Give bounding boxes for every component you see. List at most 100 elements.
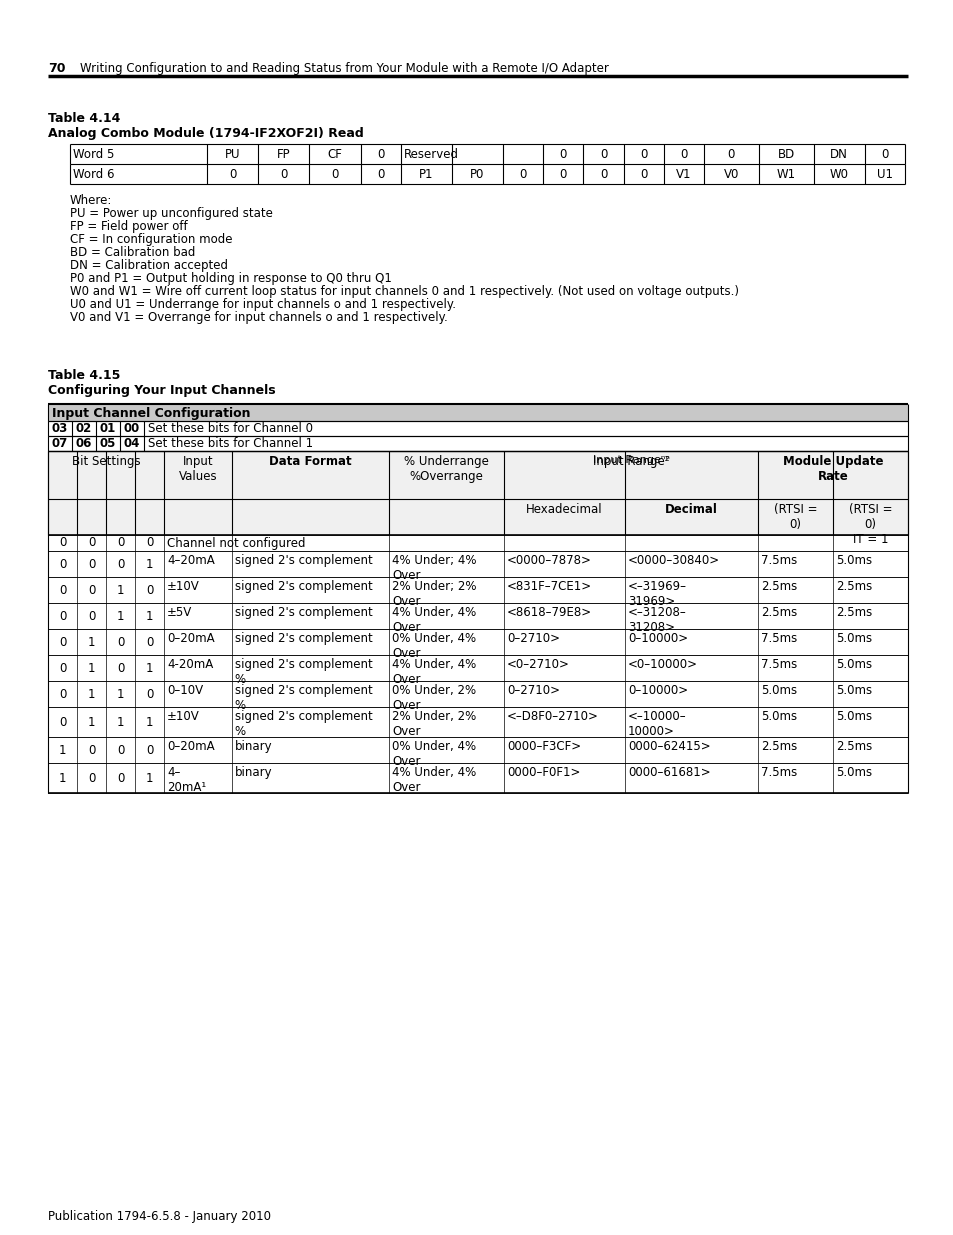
Text: Table 4.14: Table 4.14 xyxy=(48,112,120,125)
Text: 0–10V: 0–10V xyxy=(167,684,203,697)
Text: <–10000–
10000>: <–10000– 10000> xyxy=(627,710,686,739)
Text: 1: 1 xyxy=(146,610,153,622)
Text: W0: W0 xyxy=(829,168,848,180)
Text: 0: 0 xyxy=(59,636,66,648)
Text: 1: 1 xyxy=(59,743,66,757)
Text: U1: U1 xyxy=(876,168,892,180)
Text: 0: 0 xyxy=(727,147,735,161)
Text: 0: 0 xyxy=(881,147,887,161)
Text: 0: 0 xyxy=(518,168,526,180)
Text: signed 2's complement: signed 2's complement xyxy=(234,606,373,619)
Text: 0: 0 xyxy=(599,168,606,180)
Text: 7.5ms: 7.5ms xyxy=(760,658,797,671)
Text: CF = In configuration mode: CF = In configuration mode xyxy=(70,233,233,246)
Text: Where:: Where: xyxy=(70,194,112,207)
Text: 0: 0 xyxy=(59,536,66,550)
Text: 0: 0 xyxy=(146,743,153,757)
Text: P0: P0 xyxy=(470,168,484,180)
Text: 2.5ms: 2.5ms xyxy=(835,580,871,593)
Text: 2.5ms: 2.5ms xyxy=(835,606,871,619)
Text: 0000–F0F1>: 0000–F0F1> xyxy=(506,766,579,779)
Text: ±10V: ±10V xyxy=(167,580,200,593)
Text: Table 4.15: Table 4.15 xyxy=(48,369,120,382)
Text: V0 and V1 = Overrange for input channels o and 1 respectively.: V0 and V1 = Overrange for input channels… xyxy=(70,311,447,324)
Text: Writing Configuration to and Reading Status from Your Module with a Remote I/O A: Writing Configuration to and Reading Sta… xyxy=(80,62,608,75)
Text: 0000–62415>: 0000–62415> xyxy=(627,740,710,753)
Text: binary: binary xyxy=(234,740,273,753)
Text: <0000–30840>: <0000–30840> xyxy=(627,555,720,567)
Text: Decimal: Decimal xyxy=(664,503,718,516)
Text: 1: 1 xyxy=(146,557,153,571)
Text: P1: P1 xyxy=(418,168,433,180)
Text: DN: DN xyxy=(829,147,847,161)
Text: 0: 0 xyxy=(146,636,153,648)
Text: % Underrange
%Overrange: % Underrange %Overrange xyxy=(404,454,489,483)
Text: signed 2's complement
%: signed 2's complement % xyxy=(234,684,373,713)
Text: U0 and U1 = Underrange for input channels o and 1 respectively.: U0 and U1 = Underrange for input channel… xyxy=(70,298,456,311)
Text: 1: 1 xyxy=(116,610,124,622)
Text: W1: W1 xyxy=(776,168,795,180)
Text: 70: 70 xyxy=(48,62,66,75)
Text: 0: 0 xyxy=(117,636,124,648)
Text: 06: 06 xyxy=(75,437,92,450)
Text: 00: 00 xyxy=(124,422,140,435)
Text: V1: V1 xyxy=(676,168,691,180)
Text: binary: binary xyxy=(234,766,273,779)
Text: 4% Under, 4%
Over: 4% Under, 4% Over xyxy=(392,606,476,634)
Text: 0: 0 xyxy=(229,168,236,180)
Text: Word 6: Word 6 xyxy=(73,168,114,182)
Text: <0000–7878>: <0000–7878> xyxy=(506,555,591,567)
Bar xyxy=(48,451,907,535)
Text: 0–20mA: 0–20mA xyxy=(167,632,214,645)
Text: 02: 02 xyxy=(76,422,92,435)
Text: FP = Field power off: FP = Field power off xyxy=(70,220,188,233)
Text: 0: 0 xyxy=(146,688,153,700)
Text: 5.0ms: 5.0ms xyxy=(835,684,871,697)
Text: 0: 0 xyxy=(639,147,647,161)
Text: Module Update
Rate: Module Update Rate xyxy=(782,454,882,483)
Text: Bit Settings: Bit Settings xyxy=(71,454,140,468)
Text: signed 2's complement
%: signed 2's complement % xyxy=(234,710,373,739)
Text: 0000–F3CF>: 0000–F3CF> xyxy=(506,740,580,753)
Text: PU: PU xyxy=(225,147,240,161)
Text: 7.5ms: 7.5ms xyxy=(760,766,797,779)
Text: FP: FP xyxy=(276,147,291,161)
Text: 0: 0 xyxy=(280,168,287,180)
Text: 0–2710>: 0–2710> xyxy=(506,684,559,697)
Text: 04: 04 xyxy=(124,437,140,450)
Text: 0: 0 xyxy=(559,168,566,180)
Text: 0: 0 xyxy=(88,610,95,622)
Text: CF: CF xyxy=(327,147,342,161)
Text: 0: 0 xyxy=(146,583,153,597)
Text: signed 2's complement: signed 2's complement xyxy=(234,555,373,567)
Text: 0: 0 xyxy=(88,772,95,784)
Text: 1: 1 xyxy=(88,715,95,729)
Text: 2.5ms: 2.5ms xyxy=(760,740,797,753)
Text: Data Format: Data Format xyxy=(269,454,352,468)
Text: 5.0ms: 5.0ms xyxy=(835,632,871,645)
Text: 0: 0 xyxy=(376,168,384,180)
Text: DN = Calibration accepted: DN = Calibration accepted xyxy=(70,259,228,272)
Text: W0 and W1 = Wire off current loop status for input channels 0 and 1 respectively: W0 and W1 = Wire off current loop status… xyxy=(70,285,739,298)
Text: Word 5: Word 5 xyxy=(73,148,114,161)
Text: 0% Under, 4%
Over: 0% Under, 4% Over xyxy=(392,740,476,768)
Text: 7.5ms: 7.5ms xyxy=(760,555,797,567)
Text: 2% Under; 2%
Over: 2% Under; 2% Over xyxy=(392,580,476,608)
Text: 0: 0 xyxy=(559,147,566,161)
Text: 07: 07 xyxy=(51,437,68,450)
Text: 0% Under, 4%
Over: 0% Under, 4% Over xyxy=(392,632,476,659)
Text: V0: V0 xyxy=(723,168,739,180)
Text: <–31208–
31208>: <–31208– 31208> xyxy=(627,606,686,634)
Text: 0: 0 xyxy=(639,168,647,180)
Text: 1: 1 xyxy=(88,688,95,700)
Text: 1: 1 xyxy=(116,583,124,597)
Text: <0–2710>: <0–2710> xyxy=(506,658,569,671)
Text: 5.0ms: 5.0ms xyxy=(760,710,797,722)
Text: 1: 1 xyxy=(116,688,124,700)
Text: 5.0ms: 5.0ms xyxy=(835,710,871,722)
Text: ±10V: ±10V xyxy=(167,710,200,722)
Text: 4–
20mA¹: 4– 20mA¹ xyxy=(167,766,206,794)
Text: 0: 0 xyxy=(599,147,606,161)
Text: Reserved: Reserved xyxy=(403,148,458,161)
Text: 0: 0 xyxy=(117,662,124,674)
